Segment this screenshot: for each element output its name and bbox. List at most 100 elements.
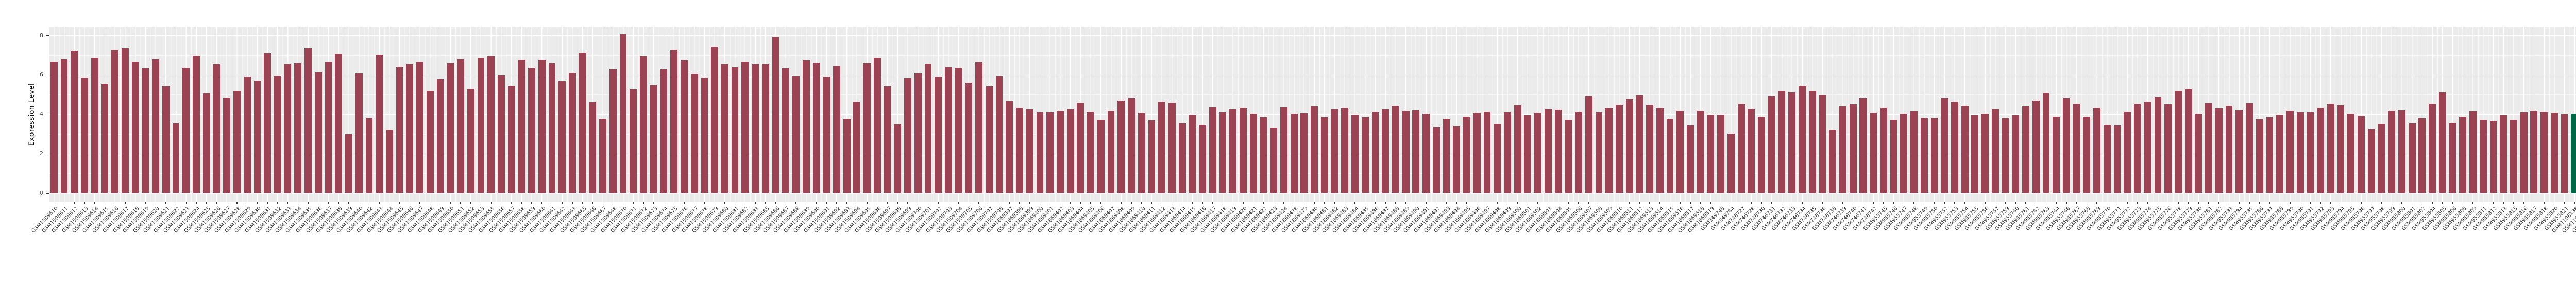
x-tick-mark xyxy=(450,202,451,204)
bar xyxy=(223,98,231,193)
x-tick-mark xyxy=(1070,202,1071,204)
bar xyxy=(681,60,688,193)
bar xyxy=(1615,104,1623,193)
x-tick-mark xyxy=(348,202,349,204)
bar xyxy=(792,76,800,193)
bar xyxy=(1819,95,1826,193)
x-tick-mark xyxy=(460,202,461,204)
bar xyxy=(81,78,88,193)
x-tick-mark xyxy=(2259,202,2260,204)
x-tick-mark xyxy=(2544,202,2545,204)
bar xyxy=(172,123,180,193)
x-tick-mark xyxy=(1029,202,1030,204)
bar xyxy=(1148,120,1156,193)
x-tick-mark xyxy=(978,202,979,204)
bar xyxy=(2550,112,2558,193)
x-tick-mark xyxy=(2442,202,2443,204)
bar xyxy=(1595,112,1603,193)
x-tick-mark xyxy=(1639,202,1640,204)
x-tick-mark xyxy=(2056,202,2057,204)
bar xyxy=(1320,117,1328,193)
x-tick-mark xyxy=(1578,202,1579,204)
bar xyxy=(1280,107,1287,193)
x-tick-mark xyxy=(1822,202,1823,204)
x-tick-mark xyxy=(1466,202,1467,204)
x-tick-mark xyxy=(1080,202,1081,204)
bar xyxy=(1727,134,1735,193)
x-tick-mark xyxy=(2493,202,2494,204)
bar xyxy=(1565,119,1572,193)
bar xyxy=(2479,119,2487,193)
x-tick-mark xyxy=(2523,202,2524,204)
x-tick-mark xyxy=(74,202,75,204)
x-tick-mark xyxy=(1324,202,1325,204)
bar xyxy=(1371,111,1379,193)
bar xyxy=(1341,108,1349,193)
bar xyxy=(1941,98,1948,193)
bar xyxy=(1026,109,1033,193)
x-tick-mark xyxy=(1700,202,1701,204)
bar xyxy=(325,61,332,193)
bar xyxy=(1930,118,1938,193)
bar xyxy=(2205,103,2212,193)
x-tick-mark xyxy=(2015,202,2016,204)
x-tick-mark xyxy=(2513,202,2514,204)
y-tick-label: 2 xyxy=(40,150,43,157)
bar xyxy=(2002,118,2009,193)
x-tick-mark xyxy=(2381,202,2382,204)
bar xyxy=(1219,112,1227,193)
bar xyxy=(131,61,139,193)
bar xyxy=(274,76,281,193)
bar xyxy=(2083,116,2091,193)
bar xyxy=(1494,124,1501,193)
gridline-major xyxy=(49,35,2576,36)
bar xyxy=(528,68,535,193)
bar xyxy=(1290,114,1298,193)
bar xyxy=(1534,112,1541,193)
x-tick-mark xyxy=(2330,202,2331,204)
x-tick-mark xyxy=(2025,202,2026,204)
x-tick-mark xyxy=(1771,202,1772,204)
x-tick-mark xyxy=(287,202,289,204)
bar xyxy=(2164,104,2172,193)
x-tick-mark xyxy=(1964,202,1965,204)
bar xyxy=(863,63,871,193)
x-tick-mark xyxy=(816,202,817,204)
x-tick-mark xyxy=(1395,202,1396,204)
bar xyxy=(741,62,749,193)
bar xyxy=(975,62,982,193)
bar xyxy=(1879,107,1887,193)
bar xyxy=(812,62,820,193)
x-tick-mark xyxy=(765,202,766,204)
bar xyxy=(1463,116,1470,193)
bar xyxy=(396,66,403,193)
bar xyxy=(2175,91,2182,193)
bar xyxy=(1036,112,1044,193)
bar xyxy=(823,77,831,193)
bar xyxy=(660,69,668,193)
bar xyxy=(2073,104,2080,193)
bar xyxy=(2530,110,2538,193)
x-tick-mark xyxy=(1944,202,1945,204)
x-tick-mark xyxy=(897,202,898,204)
bar xyxy=(314,72,322,193)
bar xyxy=(1605,108,1613,193)
x-tick-mark xyxy=(2076,202,2077,204)
bar xyxy=(1412,110,1420,193)
x-tick-mark xyxy=(2005,202,2006,204)
x-tick-mark xyxy=(775,202,776,204)
x-tick-mark xyxy=(1751,202,1752,204)
bar xyxy=(579,53,586,193)
x-tick-mark xyxy=(1100,202,1101,204)
bar xyxy=(752,64,759,193)
bar xyxy=(335,53,343,193)
bar xyxy=(2103,125,2111,193)
bar xyxy=(2367,129,2375,193)
x-tick-mark xyxy=(2269,202,2270,204)
bar xyxy=(538,59,546,193)
bar xyxy=(1808,91,1816,193)
bar xyxy=(60,59,68,193)
x-tick-mark xyxy=(1446,202,1447,204)
bar xyxy=(50,61,58,193)
x-tick-mark xyxy=(1375,202,1376,204)
